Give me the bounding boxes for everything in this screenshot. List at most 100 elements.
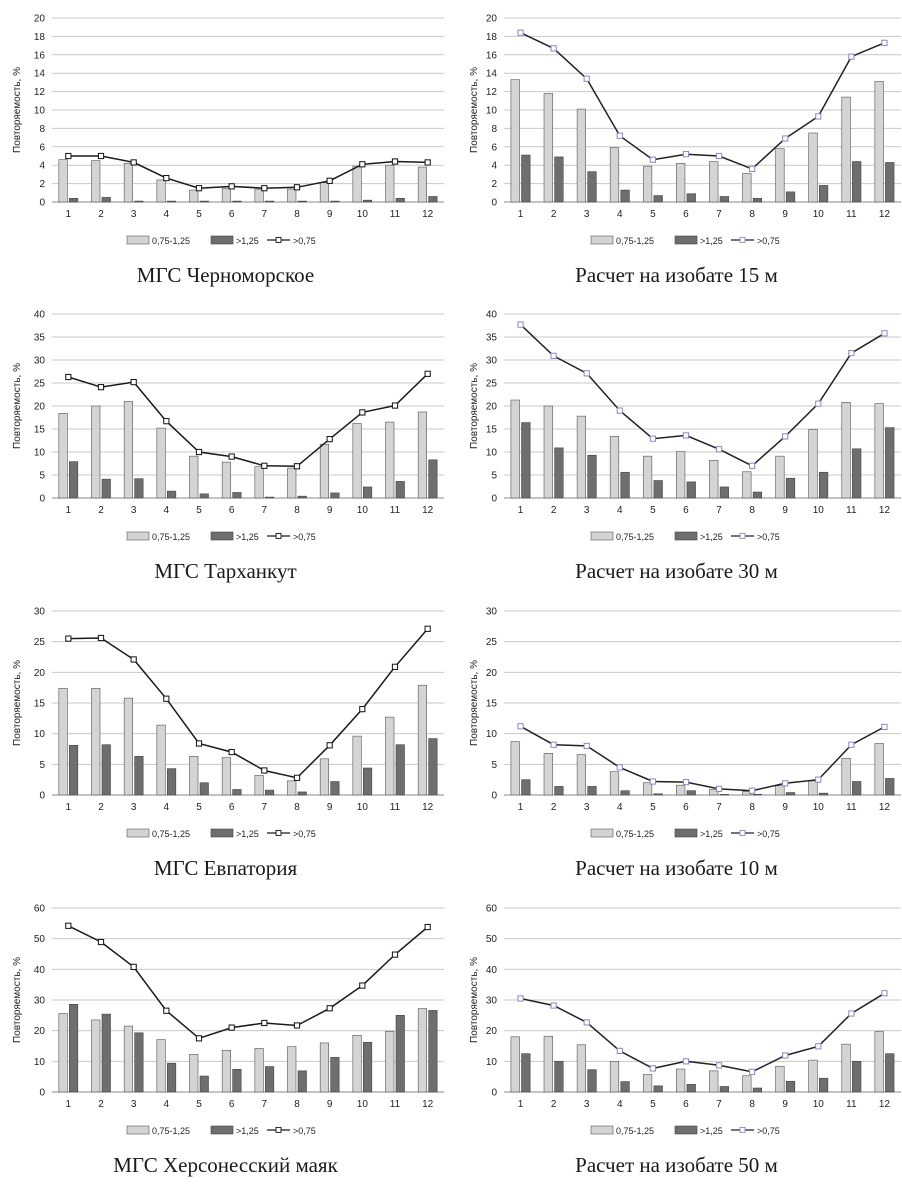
x-tick-label: 9 bbox=[327, 802, 333, 813]
x-tick-label: 7 bbox=[262, 505, 268, 516]
line-marker bbox=[715, 446, 723, 453]
line-marker bbox=[326, 177, 333, 184]
bar-0-75-1-25 bbox=[189, 756, 199, 796]
bar-0-75-1-25 bbox=[543, 752, 553, 796]
legend-label: >0,75 bbox=[757, 1126, 780, 1136]
bar-over-1-25 bbox=[852, 1061, 862, 1093]
bar-0-75-1-25 bbox=[543, 1035, 553, 1093]
legend-label: >1,25 bbox=[700, 829, 723, 839]
bar-over-1-25 bbox=[885, 427, 895, 499]
x-tick-label: 3 bbox=[584, 1099, 590, 1110]
bar-0-75-1-25 bbox=[58, 413, 68, 499]
y-tick-label: 30 bbox=[34, 356, 46, 367]
x-tick-label: 3 bbox=[131, 802, 137, 813]
x-tick-label: 7 bbox=[262, 1099, 268, 1110]
bar-0-75-1-25 bbox=[808, 780, 818, 796]
legend-label: >1,25 bbox=[236, 1126, 259, 1136]
line-marker bbox=[649, 435, 656, 442]
line-marker bbox=[424, 625, 431, 632]
line-marker bbox=[228, 183, 235, 190]
bar-0-75-1-25 bbox=[808, 429, 818, 499]
legend-swatch-dark bbox=[674, 531, 698, 541]
line-marker bbox=[649, 778, 656, 785]
line-marker bbox=[583, 1019, 590, 1026]
bar-over-1-25 bbox=[363, 486, 373, 499]
x-tick-label: 2 bbox=[98, 209, 104, 220]
y-tick-label: 60 bbox=[34, 904, 46, 915]
line-over-0-75 bbox=[67, 925, 429, 1040]
bar-0-75-1-25 bbox=[254, 775, 264, 796]
x-tick-label: 7 bbox=[262, 802, 268, 813]
y-tick-label: 0 bbox=[39, 198, 45, 209]
y-tick-label: 40 bbox=[34, 310, 46, 321]
line-marker bbox=[616, 764, 623, 771]
line-over-0-75 bbox=[68, 373, 429, 468]
bar-over-1-25 bbox=[167, 490, 177, 499]
bar-0-75-1-25 bbox=[91, 405, 101, 499]
chart-caption: МГС Херсонесский маяк bbox=[113, 1153, 338, 1177]
bar-over-1-25 bbox=[69, 1003, 79, 1093]
line-over-0-75 bbox=[520, 32, 885, 170]
legend-swatch-dark bbox=[210, 1125, 234, 1135]
bar-over-1-25 bbox=[521, 779, 531, 796]
line-marker bbox=[391, 402, 399, 409]
legend-label: 0,75-1,25 bbox=[152, 532, 190, 542]
x-tick-label: 6 bbox=[683, 209, 689, 220]
bar-over-1-25 bbox=[395, 744, 405, 796]
x-tick-label: 2 bbox=[551, 505, 557, 516]
bar-0-75-1-25 bbox=[775, 785, 785, 796]
line-marker bbox=[293, 774, 301, 781]
bar-over-1-25 bbox=[199, 200, 209, 203]
x-tick-label: 12 bbox=[422, 1099, 434, 1110]
y-tick-label: 0 bbox=[39, 494, 45, 505]
line-marker bbox=[815, 776, 822, 783]
legend-label: >1,25 bbox=[700, 1126, 723, 1136]
bar-over-1-25 bbox=[232, 789, 242, 796]
bar-over-1-25 bbox=[199, 1075, 209, 1093]
x-tick-label: 3 bbox=[584, 209, 590, 220]
x-tick-label: 2 bbox=[98, 505, 104, 516]
bar-over-1-25 bbox=[785, 191, 796, 203]
legend-label: >0,75 bbox=[757, 829, 780, 839]
legend-label: >1,25 bbox=[700, 532, 723, 542]
y-tick-label: 16 bbox=[486, 50, 498, 61]
x-tick-label: 5 bbox=[650, 802, 656, 813]
y-tick-label: 10 bbox=[486, 448, 498, 459]
bar-0-75-1-25 bbox=[156, 724, 166, 796]
x-tick-label: 10 bbox=[813, 505, 825, 516]
x-tick-label: 9 bbox=[782, 1099, 788, 1110]
bar-0-75-1-25 bbox=[709, 1070, 719, 1093]
bar-0-75-1-25 bbox=[91, 160, 101, 203]
y-tick-label: 25 bbox=[34, 379, 46, 390]
bar-over-1-25 bbox=[686, 790, 696, 796]
bar-0-75-1-25 bbox=[775, 1065, 785, 1093]
bar-0-75-1-25 bbox=[874, 1031, 884, 1093]
y-tick-label: 6 bbox=[491, 142, 497, 153]
bar-0-75-1-25 bbox=[123, 1025, 133, 1093]
line-marker bbox=[424, 159, 431, 166]
bar-over-1-25 bbox=[686, 1084, 696, 1093]
bar-over-1-25 bbox=[785, 477, 796, 499]
bar-0-75-1-25 bbox=[417, 411, 427, 499]
bar-over-1-25 bbox=[297, 495, 307, 499]
x-tick-label: 8 bbox=[749, 505, 755, 516]
bar-0-75-1-25 bbox=[352, 423, 362, 499]
y-tick-label: 15 bbox=[34, 699, 46, 710]
x-tick-label: 6 bbox=[229, 209, 235, 220]
x-tick-label: 9 bbox=[327, 209, 333, 220]
line-marker bbox=[130, 656, 137, 663]
legend-label: 0,75-1,25 bbox=[616, 1126, 654, 1136]
bar-0-75-1-25 bbox=[642, 455, 653, 499]
x-tick-label: 8 bbox=[294, 209, 300, 220]
y-tick-label: 5 bbox=[39, 471, 45, 482]
chart-caption: Расчет на изобате 10 м bbox=[575, 856, 778, 880]
bar-0-75-1-25 bbox=[319, 1042, 329, 1093]
bar-over-1-25 bbox=[554, 786, 564, 796]
line-over-0-75 bbox=[519, 324, 885, 467]
bar-0-75-1-25 bbox=[189, 189, 199, 203]
bar-0-75-1-25 bbox=[676, 1068, 686, 1093]
legend-label: >1,25 bbox=[236, 829, 259, 839]
bar-over-1-25 bbox=[330, 492, 340, 499]
